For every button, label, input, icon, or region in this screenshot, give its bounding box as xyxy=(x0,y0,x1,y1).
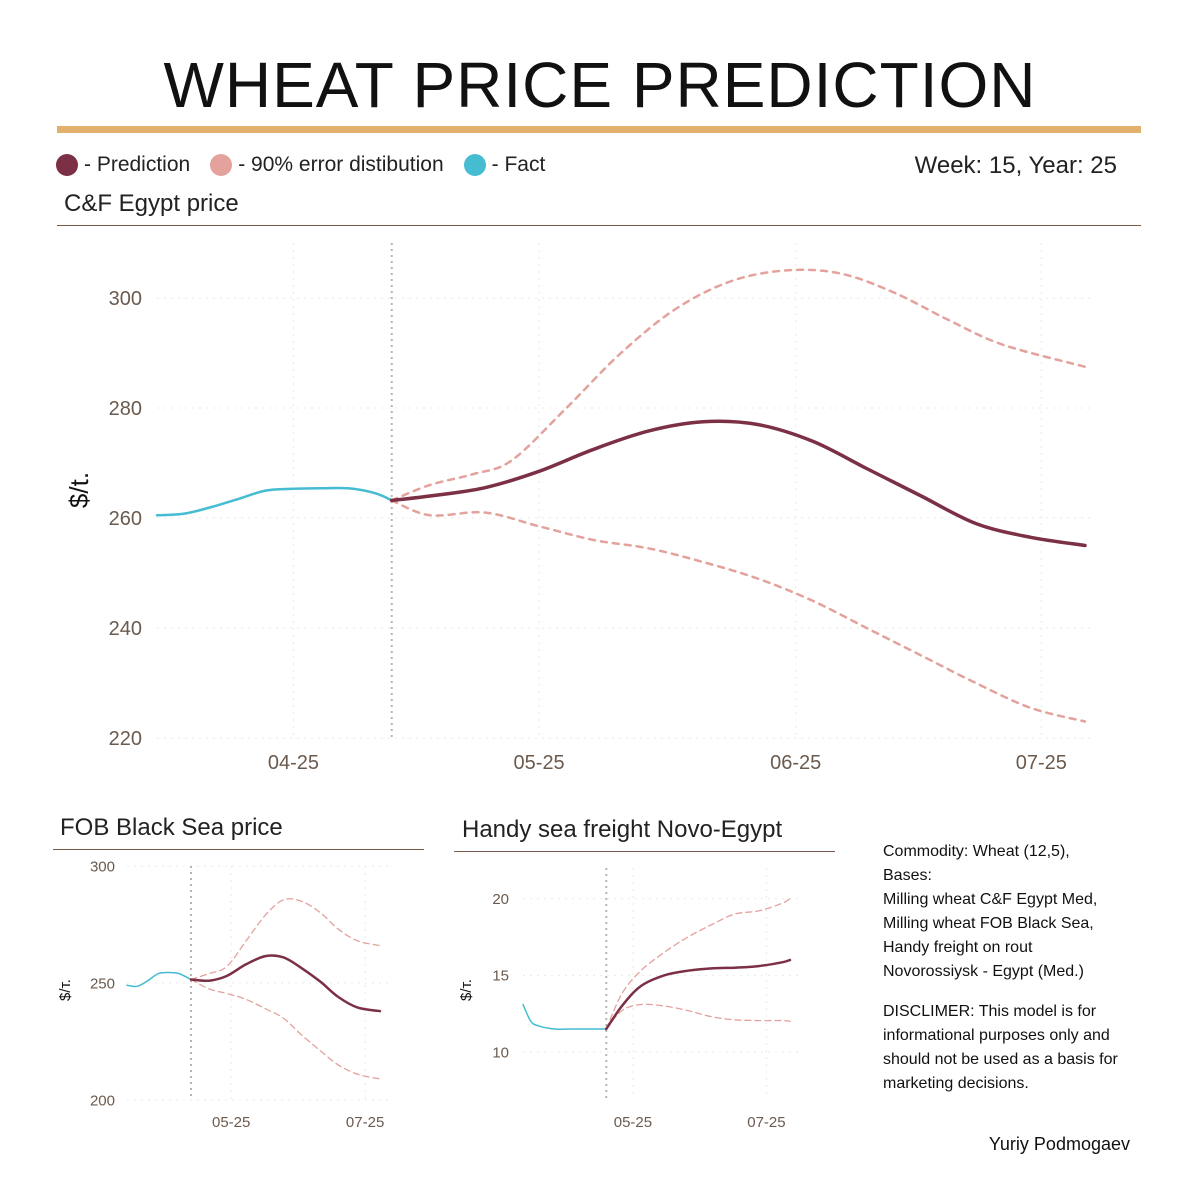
egypt-y-tick-label: 240 xyxy=(109,618,142,640)
freight-title-rule xyxy=(454,851,835,852)
fob-y-tick-label: 300 xyxy=(90,858,115,875)
title-underline xyxy=(57,126,1141,133)
freight-x-tick-label: 07-25 xyxy=(747,1114,785,1131)
legend-item-fact: - Fact xyxy=(463,153,546,177)
fact-dot-icon xyxy=(463,154,486,176)
freight-upper-error-line xyxy=(605,898,791,1030)
egypt-y-tick-label: 260 xyxy=(109,508,142,530)
egypt-y-tick-label: 300 xyxy=(109,288,142,310)
egypt-x-tick-label: 04-25 xyxy=(268,752,319,774)
error-dot-icon xyxy=(210,154,233,176)
egypt-prediction-line xyxy=(389,419,1087,548)
week-label: Week: 15, Year: 25 xyxy=(914,152,1117,179)
fob-x-tick-label: 05-25 xyxy=(212,1114,250,1131)
fob-lower-error-line xyxy=(190,978,381,1080)
disclaimer-line: should not be used as a basis for xyxy=(883,1051,1118,1068)
legend: - Prediction - 90% error distibution - F… xyxy=(56,150,565,180)
freight-chart-group: 10 15 20 05-25 07-25 $/т. xyxy=(458,868,800,1131)
disclaimer-line: informational purposes only and xyxy=(883,1027,1110,1044)
fob-y-tick-label: 250 xyxy=(90,975,115,992)
egypt-x-tick-label: 07-25 xyxy=(1016,752,1067,774)
egypt-y-tick-label: 220 xyxy=(109,728,142,750)
egypt-chart-group: 220 240 260 280 300 04-25 05-25 06-25 07-25 $/t. xyxy=(64,243,1095,774)
freight-chart-title: Handy sea freight Novo-Egypt xyxy=(462,816,783,843)
freight-y-tick-label: 10 xyxy=(492,1044,509,1061)
legend-fact-label: - Fact xyxy=(491,153,546,176)
fob-chart-group: 200 250 300 05-25 07-25 $/т. xyxy=(57,858,390,1131)
egypt-y-tick-label: 280 xyxy=(109,398,142,420)
freight-fact-line xyxy=(522,1003,607,1030)
egypt-chart-title: C&F Egypt price xyxy=(64,190,239,217)
egypt-title-rule xyxy=(57,225,1141,226)
freight-y-tick-label: 20 xyxy=(492,891,509,908)
freight-y-tick-label: 15 xyxy=(492,968,509,985)
egypt-x-tick-label: 06-25 xyxy=(770,752,821,774)
egypt-lower-error-line xyxy=(390,499,1087,723)
fob-title-rule xyxy=(53,849,424,850)
fob-prediction-line xyxy=(189,954,382,1013)
fob-fact-line xyxy=(126,971,192,988)
disclaimer-line: DISCLIMER: This model is for xyxy=(883,1003,1097,1020)
freight-y-axis-label: $/т. xyxy=(458,979,475,1001)
legend-item-error: - 90% error distibution xyxy=(210,153,444,177)
prediction-dot-icon xyxy=(56,154,78,176)
info-line: Milling wheat FOB Black Sea, xyxy=(883,915,1094,932)
egypt-upper-error-line xyxy=(390,268,1087,502)
info-line: Handy freight on rout xyxy=(883,939,1033,956)
legend-item-prediction: - Prediction xyxy=(56,153,190,177)
freight-x-tick-label: 05-25 xyxy=(614,1114,652,1131)
info-line: Milling wheat C&F Egypt Med, xyxy=(883,891,1098,908)
fob-y-axis-label: $/т. xyxy=(57,979,74,1001)
info-line: Novorossiysk - Egypt (Med.) xyxy=(883,963,1084,980)
info-line: Commodity: Wheat (12,5), xyxy=(883,843,1070,860)
page-title: WHEAT PRICE PREDICTION xyxy=(163,49,1037,121)
author-name: Yuriy Podmogaev xyxy=(988,1134,1130,1154)
egypt-y-axis-label: $/t. xyxy=(64,472,94,508)
fob-x-tick-label: 07-25 xyxy=(346,1114,384,1131)
info-panel: Commodity: Wheat (12,5), Bases: Milling … xyxy=(883,840,1153,1096)
egypt-fact-line xyxy=(155,486,393,517)
egypt-x-tick-label: 05-25 xyxy=(514,752,565,774)
legend-prediction-label: - Prediction xyxy=(84,153,191,176)
fob-chart-title: FOB Black Sea price xyxy=(60,814,283,841)
freight-prediction-line xyxy=(604,958,792,1031)
freight-lower-error-line xyxy=(605,1003,791,1030)
info-line: Bases: xyxy=(883,867,932,884)
fob-upper-error-line xyxy=(190,898,381,981)
legend-error-label: - 90% error distibution xyxy=(238,153,444,176)
disclaimer-line: marketing decisions. xyxy=(883,1075,1029,1092)
fob-y-tick-label: 200 xyxy=(90,1092,115,1109)
